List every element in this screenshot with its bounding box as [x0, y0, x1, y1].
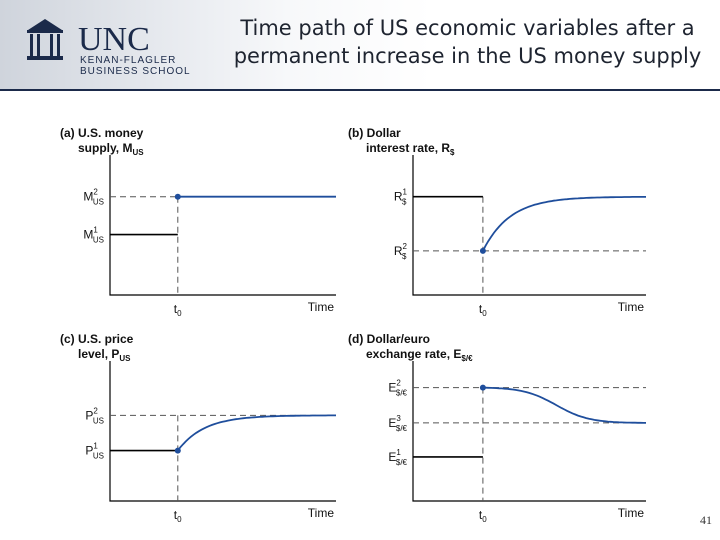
x-axis-label: Time	[618, 300, 645, 314]
axes	[412, 155, 646, 296]
y-level-label-1: P1 US	[85, 442, 104, 461]
shock-point	[174, 447, 181, 454]
panel-title-line-1: (d) Dollar/euro	[348, 332, 430, 346]
x-tick-t0: t0	[479, 508, 487, 524]
x-tick-t0: t0	[174, 302, 182, 318]
logo-subtitle-2: BUSINESS SCHOOL	[80, 66, 191, 77]
shock-point	[479, 247, 486, 254]
axes	[109, 361, 336, 502]
x-axis-label: Time	[618, 506, 645, 520]
panel-title-line-1: (b) Dollar	[348, 126, 401, 140]
panel-title-line-2: interest rate, R$	[366, 141, 455, 157]
x-tick-t0: t0	[174, 508, 182, 524]
slide-title-line-1: Time path of US economic variables after…	[240, 16, 695, 40]
panel-title-line-1: (c) U.S. price	[60, 332, 134, 346]
x-axis-label: Time	[308, 300, 335, 314]
y-level-label-0: M2 US	[83, 188, 104, 207]
slide-title-line-2: permanent increase in the US money suppl…	[233, 44, 702, 68]
y-level-label-1: E3 $/€	[388, 414, 407, 433]
logo-wordmark: UNC	[78, 21, 150, 58]
response-curve	[482, 196, 646, 252]
y-level-label-1: M1 US	[83, 226, 104, 245]
response-curve	[482, 386, 646, 424]
response-curve	[177, 414, 336, 452]
y-level-label-0: R1 $	[394, 188, 408, 207]
slide-header: UNC KENAN-FLAGLER BUSINESS SCHOOL Time p…	[0, 0, 720, 90]
shock-point	[174, 193, 181, 200]
x-axis-label: Time	[308, 506, 335, 520]
y-level-label-2: E1 $/€	[388, 448, 407, 467]
unc-logo: UNC KENAN-FLAGLER BUSINESS SCHOOL	[27, 19, 191, 77]
panel-title-line-2: exchange rate, E$/€	[366, 347, 473, 363]
panel-title-line-2: level, PUS	[78, 347, 131, 363]
old-well-icon	[27, 19, 63, 60]
y-level-label-0: E2 $/€	[388, 379, 407, 398]
panel-title-line-2: supply, MUS	[78, 141, 144, 157]
slide-title: Time path of US economic variables after…	[220, 14, 715, 70]
shock-point	[479, 384, 486, 391]
header-divider	[0, 89, 720, 91]
slide-number: 41	[700, 513, 712, 527]
y-level-label-0: P2 US	[85, 406, 104, 425]
axes	[412, 361, 646, 502]
y-level-label-1: R2 $	[394, 242, 408, 261]
panel-title-line-1: (a) U.S. money	[60, 126, 144, 140]
axes	[109, 155, 336, 296]
logo-subtitle-1: KENAN-FLAGLER	[80, 55, 176, 66]
x-tick-t0: t0	[479, 302, 487, 318]
